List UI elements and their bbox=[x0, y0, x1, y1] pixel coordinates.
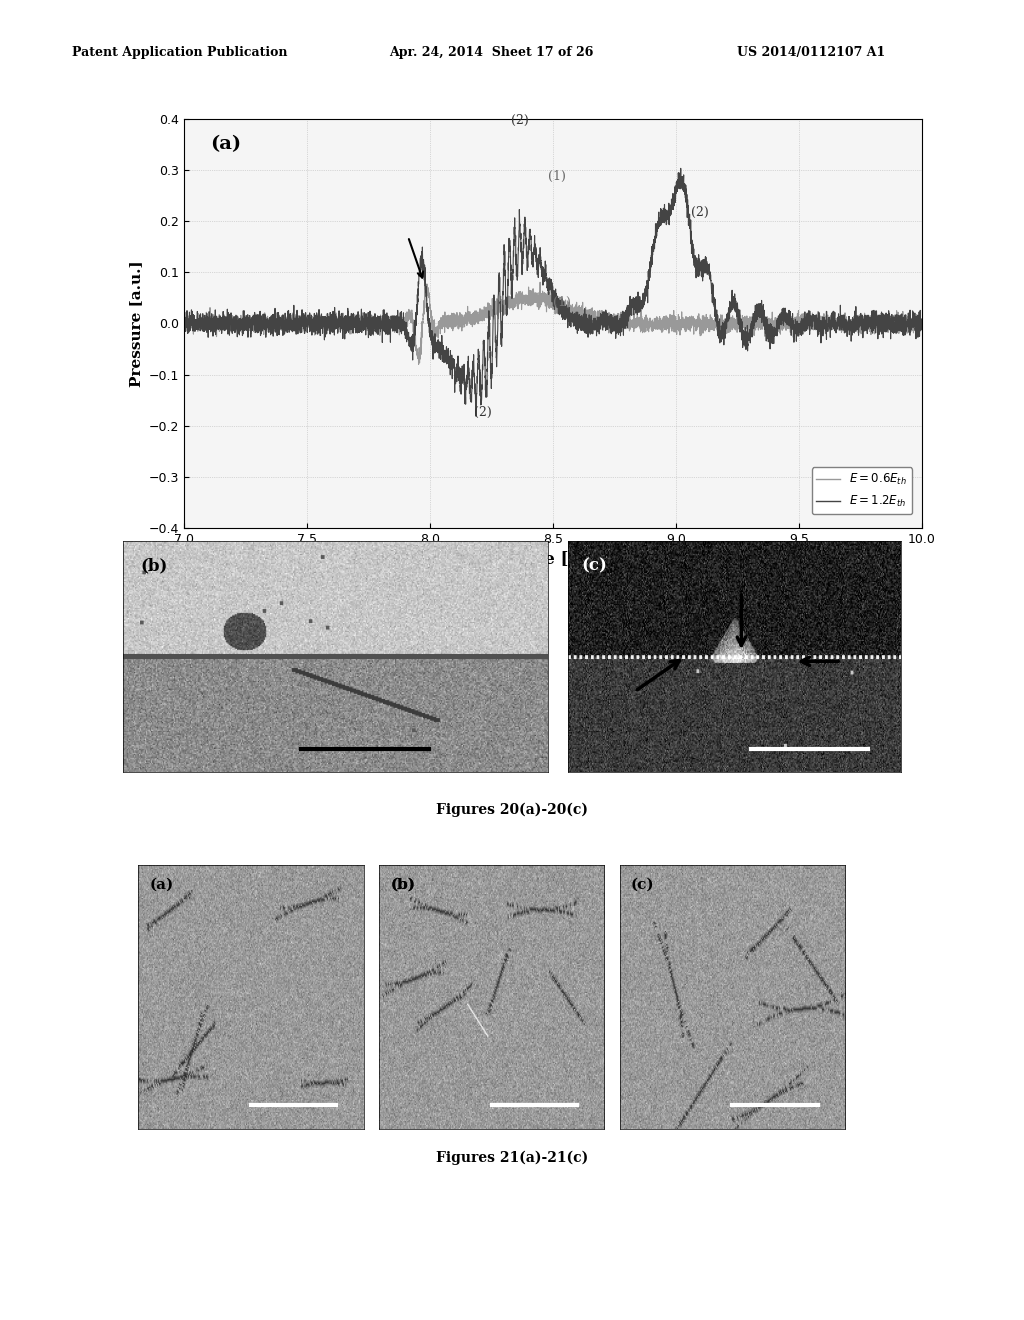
Text: (2): (2) bbox=[690, 206, 709, 219]
Text: (1): (1) bbox=[548, 170, 566, 183]
Text: (c): (c) bbox=[582, 557, 607, 574]
Text: (1): (1) bbox=[820, 474, 838, 487]
Text: Apr. 24, 2014  Sheet 17 of 26: Apr. 24, 2014 Sheet 17 of 26 bbox=[389, 46, 594, 59]
X-axis label: Time [μs]: Time [μs] bbox=[508, 552, 598, 569]
Text: (2): (2) bbox=[820, 500, 838, 513]
Text: Figures 20(a)-20(c): Figures 20(a)-20(c) bbox=[436, 803, 588, 817]
Text: (1): (1) bbox=[553, 296, 570, 309]
Text: (a): (a) bbox=[210, 135, 242, 153]
Text: (a): (a) bbox=[150, 878, 174, 892]
Legend: $E = 0.6E_{th}$, $E = 1.2E_{th}$: $E = 0.6E_{th}$, $E = 1.2E_{th}$ bbox=[812, 467, 912, 513]
Text: (b): (b) bbox=[140, 557, 167, 574]
Text: Patent Application Publication: Patent Application Publication bbox=[72, 46, 287, 59]
Text: (c): (c) bbox=[631, 878, 654, 892]
Text: (b): (b) bbox=[390, 878, 415, 892]
Text: (2): (2) bbox=[511, 114, 529, 127]
Y-axis label: Pressure [a.u.]: Pressure [a.u.] bbox=[129, 260, 143, 387]
Text: Figures 21(a)-21(c): Figures 21(a)-21(c) bbox=[436, 1151, 588, 1166]
Text: (2): (2) bbox=[474, 405, 493, 418]
Text: (b): (b) bbox=[390, 878, 415, 892]
Text: US 2014/0112107 A1: US 2014/0112107 A1 bbox=[737, 46, 886, 59]
